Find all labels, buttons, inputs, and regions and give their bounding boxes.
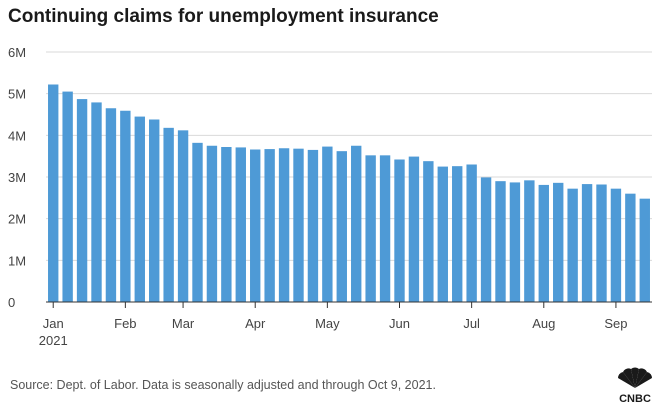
bar bbox=[134, 116, 145, 302]
x-tick-label: Mar bbox=[172, 316, 195, 331]
bar bbox=[62, 91, 73, 302]
x-tick-sublabel: 2021 bbox=[39, 333, 68, 348]
bar bbox=[495, 181, 506, 302]
bar bbox=[509, 182, 521, 302]
cnbc-logo: CNBC bbox=[617, 367, 653, 405]
bar bbox=[235, 147, 246, 302]
x-tick-label: May bbox=[315, 316, 340, 331]
bar bbox=[278, 148, 290, 302]
x-tick-label: Sep bbox=[604, 316, 627, 331]
bar bbox=[437, 166, 448, 302]
x-tick-label: Feb bbox=[114, 316, 136, 331]
bar bbox=[307, 149, 319, 302]
bar bbox=[596, 184, 607, 302]
bar bbox=[394, 159, 405, 302]
bar bbox=[351, 145, 362, 302]
bar bbox=[625, 193, 636, 302]
bar bbox=[480, 177, 492, 302]
bar bbox=[567, 188, 578, 302]
bar bbox=[408, 156, 420, 302]
bar bbox=[524, 180, 535, 302]
bar bbox=[76, 99, 88, 302]
bar bbox=[553, 182, 564, 302]
bar bbox=[639, 198, 650, 302]
source-note: Source: Dept. of Labor. Data is seasonal… bbox=[10, 378, 436, 392]
chart-title: Continuing claims for unemployment insur… bbox=[8, 6, 439, 27]
y-tick-label: 1M bbox=[8, 253, 26, 268]
bar bbox=[192, 142, 203, 302]
y-tick-label: 6M bbox=[8, 45, 26, 60]
bar bbox=[423, 161, 434, 302]
bar bbox=[206, 145, 218, 302]
bar bbox=[452, 166, 463, 302]
bar bbox=[336, 151, 347, 302]
x-tick-label: Jun bbox=[389, 316, 410, 331]
bar bbox=[379, 155, 391, 302]
bar bbox=[120, 110, 131, 302]
bar bbox=[149, 119, 160, 302]
bar bbox=[365, 155, 376, 302]
y-tick-label: 4M bbox=[8, 128, 26, 143]
bar bbox=[221, 147, 232, 302]
x-tick-label: Jan bbox=[43, 316, 64, 331]
bar bbox=[48, 84, 59, 302]
bar bbox=[610, 188, 622, 302]
y-axis-ticks: 0 1M 2M 3M 4M 5M 6M bbox=[8, 45, 26, 310]
x-tick-label: Apr bbox=[245, 316, 266, 331]
y-tick-label: 5M bbox=[8, 87, 26, 102]
logo-text: CNBC bbox=[619, 393, 651, 405]
bar bbox=[91, 102, 102, 303]
bar bbox=[466, 164, 477, 302]
bar bbox=[581, 184, 593, 302]
bar bbox=[264, 149, 275, 302]
x-axis: Jan2021FebMarAprMayJunJulAugSepOct bbox=[39, 301, 652, 348]
bar bbox=[250, 149, 261, 302]
bar bbox=[177, 130, 189, 302]
y-tick-label: 3M bbox=[8, 170, 26, 185]
y-tick-label: 2M bbox=[8, 212, 26, 227]
bars bbox=[48, 84, 650, 303]
x-tick-label: Aug bbox=[532, 316, 555, 331]
x-tick-label: Jul bbox=[463, 316, 480, 331]
y-tick-label: 0 bbox=[8, 295, 15, 310]
bar bbox=[105, 108, 117, 302]
bar bbox=[293, 148, 304, 302]
bar bbox=[163, 127, 174, 302]
bar bbox=[322, 146, 333, 302]
peacock-icon bbox=[617, 367, 653, 388]
bar bbox=[538, 184, 549, 302]
gridlines bbox=[46, 51, 652, 261]
